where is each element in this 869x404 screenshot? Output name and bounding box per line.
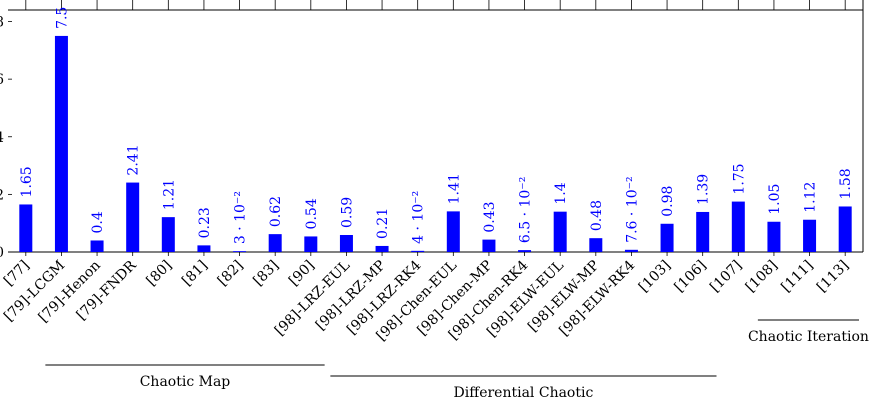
value-label: 0.59 [339, 197, 355, 228]
group-label: Chaotic Iteration [748, 329, 869, 345]
value-label: 6.5 · 10⁻² [518, 177, 534, 243]
category-label: [82] [215, 258, 247, 290]
bar [589, 238, 603, 252]
value-label: 1.05 [767, 184, 783, 215]
bar [518, 250, 532, 252]
value-label: 1.41 [446, 173, 462, 204]
category-label: [106] [672, 258, 710, 296]
bar [731, 201, 745, 252]
bar [19, 204, 33, 252]
bar [624, 249, 638, 252]
value-label: 7.5 [54, 7, 70, 29]
bar [339, 235, 353, 252]
value-label: 1.4 [553, 182, 569, 204]
y-tick-label: 8 [0, 15, 4, 31]
value-label: 1.39 [696, 174, 712, 205]
group-label: Differential Chaotic [454, 385, 594, 401]
bars [19, 35, 852, 252]
group-label: Chaotic Map [140, 374, 231, 390]
category-label: [81] [179, 258, 211, 290]
bar [268, 234, 282, 252]
bar [660, 223, 674, 252]
value-label: 7.6 · 10⁻² [624, 176, 640, 242]
value-label: 1.75 [731, 163, 747, 194]
x-axis: [77][79]-LCGM[79]-Henon[79]-FNDR [80] [81]… [1, 252, 852, 344]
value-label: 1.21 [161, 179, 177, 210]
value-label: 0.98 [660, 186, 676, 217]
y-tick-label: 2 [0, 187, 4, 203]
bar [54, 35, 68, 252]
bar [197, 245, 211, 252]
category-label: [107] [707, 258, 745, 296]
bar [304, 236, 318, 252]
category-label: [103] [636, 258, 674, 296]
value-label: 4 · 10⁻² [411, 191, 427, 244]
category-label: [111] [778, 258, 816, 296]
bar [482, 239, 496, 252]
category-label: [90] [286, 258, 318, 290]
y-axis: 0 2 4 6 8 [0, 15, 12, 261]
value-label: 0.21 [375, 208, 391, 239]
value-label: 0.43 [482, 201, 498, 232]
value-label: 0.23 [197, 207, 213, 238]
bar [553, 211, 567, 252]
bar [126, 182, 140, 252]
bar [411, 250, 425, 252]
bar [375, 245, 389, 252]
bar [767, 221, 781, 252]
bar [803, 219, 817, 252]
category-groups: Chaotic Map Differential Chaotic Chaotic I… [45, 319, 869, 401]
category-label: [113] [814, 258, 852, 296]
value-label: 1.65 [19, 166, 35, 197]
category-label: [83] [250, 258, 282, 290]
category-label: [108] [743, 258, 781, 296]
category-label: [80] [143, 258, 175, 290]
bar [233, 251, 247, 252]
bar [161, 217, 175, 252]
value-label: 1.58 [838, 168, 854, 199]
bar [838, 206, 852, 252]
y-tick-label: 4 [0, 130, 4, 146]
value-label: 2.41 [126, 144, 142, 175]
value-label: 0.48 [589, 200, 605, 231]
y-tick-label: 6 [0, 72, 4, 88]
y-tick-label: 0 [0, 245, 4, 261]
bar [90, 240, 104, 252]
bar [446, 211, 460, 252]
bar [696, 211, 710, 252]
value-label: 3 · 10⁻² [233, 191, 249, 244]
value-label: 0.4 [90, 211, 106, 233]
value-label: 0.62 [268, 196, 284, 227]
plot-frame [8, 0, 864, 253]
value-labels: 1.65 7.5 0.4 2.41 1.21 0.23 3 · 10⁻² 0.62 0.54 0.… [19, 7, 854, 244]
value-label: 0.54 [304, 198, 320, 229]
value-label: 1.12 [803, 182, 819, 213]
category-label: [77] [1, 258, 33, 290]
